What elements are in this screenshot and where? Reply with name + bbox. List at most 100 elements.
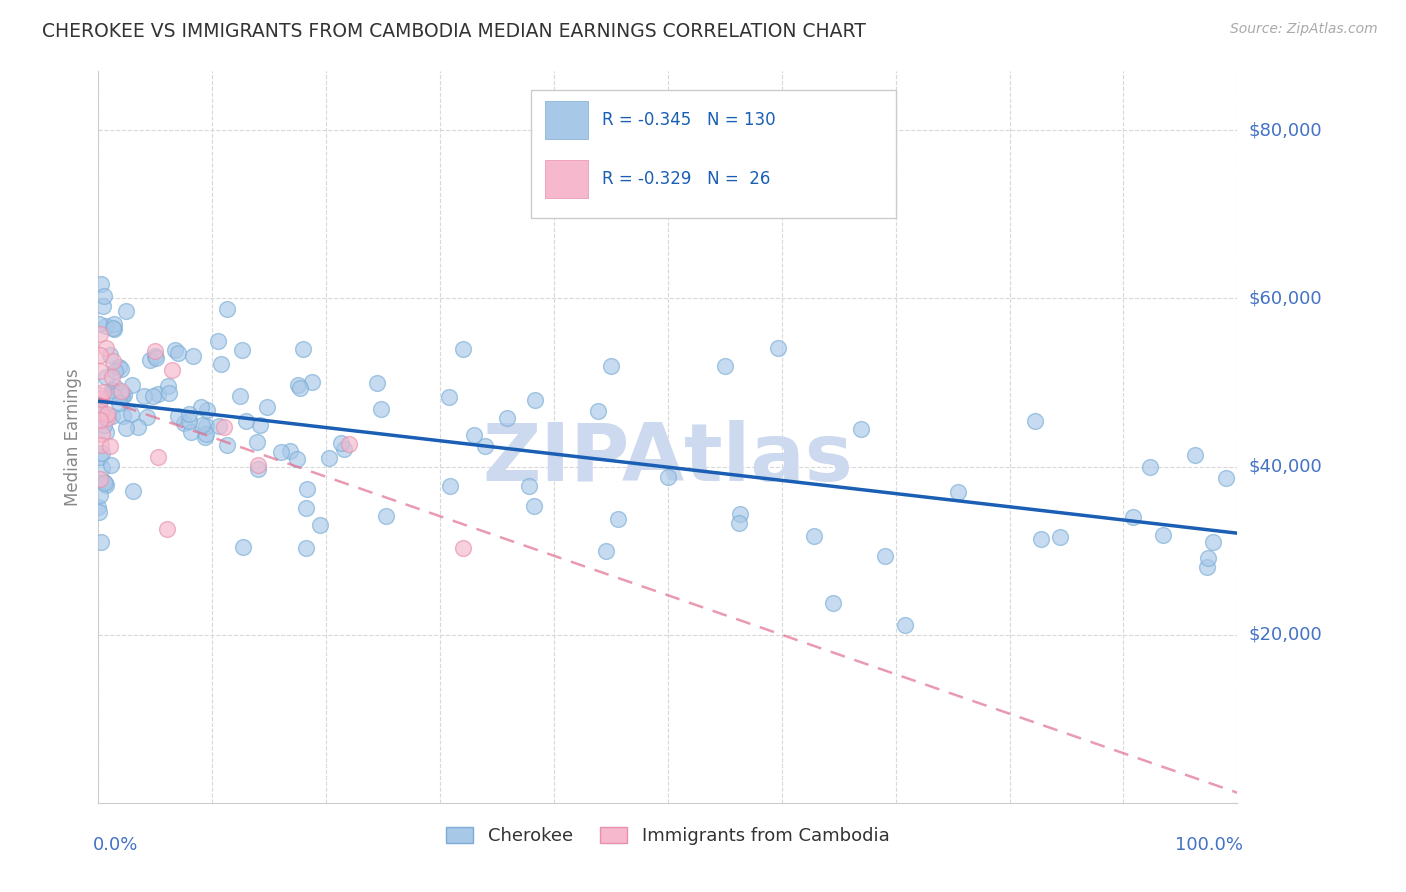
Point: [145, 344, 167, 359]
Point: [215, 301, 238, 316]
Point: [111, 389, 134, 403]
Point: [728, 516, 751, 531]
Text: R = -0.345   N = 130: R = -0.345 N = 130: [602, 112, 776, 129]
Point: [114, 420, 136, 434]
Point: [100, 370, 122, 384]
Point: [91, 300, 114, 314]
Point: [89, 472, 111, 486]
Point: [94, 478, 117, 492]
Point: [463, 427, 485, 442]
Point: [112, 409, 135, 424]
Text: R = -0.329   N =  26: R = -0.329 N = 26: [602, 169, 770, 188]
Point: [91, 446, 114, 460]
Text: 100.0%: 100.0%: [1175, 836, 1243, 854]
Point: [229, 389, 252, 403]
Point: [93, 289, 115, 303]
Point: [495, 411, 517, 425]
Point: [143, 349, 166, 363]
Point: [89, 347, 111, 361]
Point: [89, 450, 111, 464]
Point: [803, 528, 825, 542]
Point: [101, 384, 124, 398]
Point: [110, 386, 132, 401]
Point: [110, 384, 132, 398]
Point: [90, 535, 112, 549]
Point: [208, 418, 231, 433]
Point: [194, 430, 217, 444]
Point: [142, 389, 165, 403]
Point: [249, 418, 271, 433]
Point: [173, 416, 195, 430]
FancyBboxPatch shape: [531, 89, 896, 218]
Point: [87, 505, 110, 519]
Point: [90, 427, 112, 442]
Point: [166, 409, 188, 424]
Point: [94, 341, 117, 355]
Point: [728, 507, 751, 521]
Point: [1139, 459, 1161, 474]
Point: [96, 407, 118, 421]
Point: [87, 398, 110, 412]
Text: ZIPAtlas: ZIPAtlas: [482, 420, 853, 498]
Point: [295, 500, 318, 515]
Point: [146, 450, 169, 465]
Point: [146, 387, 169, 401]
Point: [101, 409, 124, 424]
Point: [595, 544, 617, 558]
Point: [523, 499, 546, 513]
Point: [586, 404, 609, 418]
Point: [96, 411, 118, 425]
Point: [246, 434, 269, 449]
Point: [517, 479, 540, 493]
Point: [1029, 532, 1052, 546]
Point: [821, 596, 844, 610]
Point: [121, 378, 143, 392]
Point: [235, 413, 257, 427]
FancyBboxPatch shape: [546, 160, 588, 198]
Point: [1024, 414, 1046, 428]
Point: [101, 354, 124, 368]
Point: [1197, 551, 1219, 566]
Point: [100, 458, 122, 472]
Point: [309, 518, 332, 533]
Point: [145, 351, 167, 365]
Point: [90, 405, 112, 419]
Point: [439, 479, 461, 493]
Point: [110, 362, 132, 376]
Point: [132, 389, 155, 403]
Point: [93, 476, 115, 491]
Point: [374, 508, 396, 523]
Point: [256, 400, 278, 414]
Point: [195, 419, 218, 434]
Point: [177, 407, 200, 421]
Point: [91, 384, 114, 399]
Point: [89, 317, 111, 331]
Point: [190, 401, 212, 415]
Point: [894, 618, 917, 632]
Point: [108, 359, 131, 374]
Point: [180, 425, 202, 439]
Point: [122, 483, 145, 498]
Point: [657, 469, 679, 483]
Point: [165, 343, 187, 357]
Point: [93, 417, 115, 432]
Point: [287, 377, 309, 392]
Point: [96, 370, 118, 384]
Point: [157, 385, 180, 400]
Point: [337, 436, 360, 450]
Point: [181, 349, 204, 363]
Point: [195, 402, 218, 417]
Point: [87, 500, 110, 514]
Point: [523, 392, 546, 407]
Point: [90, 392, 112, 406]
Point: [1152, 527, 1174, 541]
Text: 0.0%: 0.0%: [93, 836, 138, 854]
Point: [114, 304, 136, 318]
Point: [1184, 448, 1206, 462]
Point: [87, 392, 110, 406]
Point: [288, 381, 311, 395]
Point: [195, 427, 218, 442]
Point: [104, 364, 127, 378]
Point: [89, 406, 111, 420]
Point: [93, 409, 115, 424]
